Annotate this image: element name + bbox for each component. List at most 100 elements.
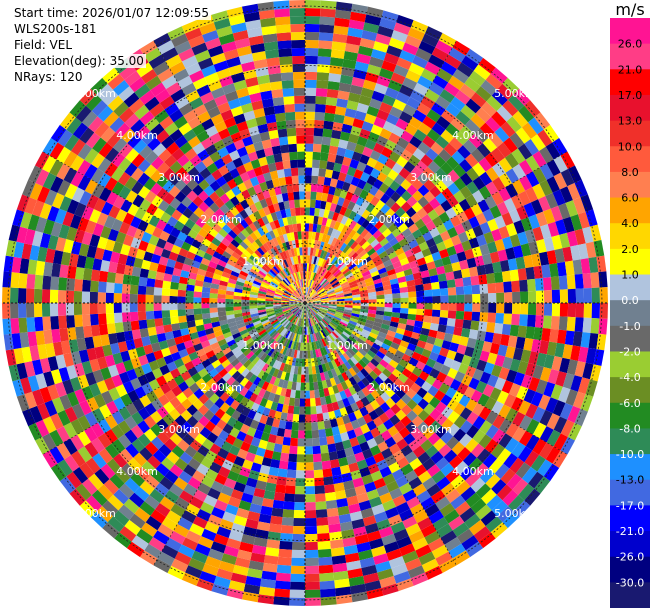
velocity-gate — [455, 110, 471, 126]
velocity-gate — [44, 189, 58, 206]
velocity-gate — [275, 386, 283, 396]
velocity-gate — [241, 406, 251, 417]
velocity-gate — [192, 451, 206, 464]
velocity-gate — [278, 336, 286, 345]
velocity-gate — [327, 443, 337, 453]
velocity-gate — [169, 109, 184, 123]
velocity-gate — [321, 280, 329, 287]
velocity-gate — [347, 277, 356, 284]
velocity-gate — [283, 268, 290, 277]
velocity-gate — [193, 303, 202, 309]
velocity-gate — [168, 251, 179, 262]
velocity-gate — [574, 408, 588, 427]
velocity-gate — [412, 109, 427, 123]
velocity-gate — [319, 330, 325, 339]
velocity-gate — [325, 285, 333, 292]
velocity-gate — [360, 171, 371, 183]
velocity-gate — [85, 220, 97, 235]
velocity-gate — [293, 191, 300, 200]
velocity-gate — [160, 457, 175, 471]
velocity-gate — [274, 264, 282, 273]
velocity-gate — [210, 383, 221, 394]
velocity-gate — [434, 167, 448, 181]
velocity-gate — [141, 336, 151, 347]
velocity-gate — [225, 303, 234, 308]
velocity-gate — [385, 264, 395, 272]
velocity-gate — [259, 244, 268, 254]
velocity-gate — [502, 77, 520, 95]
velocity-gate — [198, 179, 210, 191]
velocity-gate — [413, 464, 427, 477]
velocity-gate — [325, 313, 334, 319]
velocity-gate — [346, 166, 357, 177]
velocity-gate — [479, 420, 493, 435]
velocity-gate — [343, 115, 355, 126]
velocity-gate — [267, 338, 275, 347]
velocity-gate — [455, 286, 465, 296]
velocity-gate — [305, 390, 311, 399]
velocity-gate — [305, 15, 321, 25]
velocity-gate — [570, 345, 581, 362]
velocity-gate — [269, 283, 278, 289]
velocity-gate — [110, 251, 121, 264]
velocity-gate — [400, 393, 412, 405]
velocity-gate — [256, 521, 271, 532]
velocity-gate — [250, 133, 262, 144]
velocity-gate — [428, 267, 438, 277]
velocity-gate — [406, 410, 418, 422]
velocity-gate — [358, 263, 368, 272]
velocity-gate — [549, 263, 559, 278]
velocity-gate — [402, 516, 418, 529]
velocity-gate — [315, 285, 322, 292]
velocity-gate — [308, 223, 314, 232]
velocity-gate — [41, 289, 51, 303]
velocity-gate — [502, 100, 519, 117]
velocity-gate — [121, 312, 131, 323]
velocity-gate — [416, 257, 427, 267]
velocity-gate — [246, 274, 256, 281]
velocity-gate — [209, 297, 218, 303]
velocity-gate — [365, 139, 377, 151]
velocity-gate — [277, 378, 285, 388]
velocity-gate — [397, 373, 409, 384]
velocity-gate — [234, 316, 244, 322]
velocity-gate — [264, 196, 273, 207]
velocity-gate — [565, 389, 578, 406]
velocity-gate — [260, 164, 270, 175]
velocity-gate — [191, 239, 202, 249]
velocity-gate — [274, 410, 282, 420]
velocity-gate — [599, 287, 608, 303]
velocity-gate — [375, 560, 392, 573]
velocity-gate — [400, 179, 412, 191]
velocity-gate — [532, 406, 546, 423]
velocity-gate — [310, 291, 317, 298]
velocity-gate — [337, 365, 345, 375]
velocity-gate — [313, 324, 318, 333]
velocity-gate — [187, 393, 199, 405]
velocity-gate — [386, 548, 403, 561]
velocity-gate — [123, 498, 140, 514]
velocity-gate — [108, 205, 121, 219]
velocity-gate — [444, 537, 462, 552]
velocity-gate — [275, 274, 283, 282]
velocity-gate — [243, 283, 252, 289]
velocity-gate — [162, 413, 175, 426]
velocity-gate — [365, 338, 375, 347]
velocity-gate — [580, 258, 591, 274]
velocity-gate — [181, 263, 192, 273]
velocity-gate — [223, 477, 237, 490]
velocity-gate — [241, 331, 250, 339]
velocity-gate — [412, 326, 422, 334]
velocity-gate — [329, 418, 339, 428]
velocity-gate — [538, 251, 550, 266]
velocity-gate — [305, 63, 318, 73]
velocity-gate — [457, 231, 469, 243]
velocity-gate — [285, 477, 296, 487]
velocity-gate — [338, 82, 352, 93]
velocity-gate — [120, 393, 133, 407]
velocity-gate — [219, 319, 228, 326]
velocity-gate — [290, 256, 295, 266]
velocity-gate — [318, 291, 327, 296]
velocity-gate — [341, 472, 353, 483]
velocity-gate — [414, 320, 424, 328]
